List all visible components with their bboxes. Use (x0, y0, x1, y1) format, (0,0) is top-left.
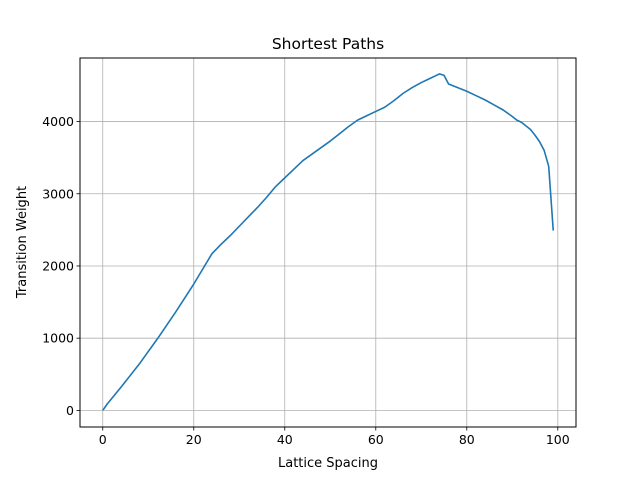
y-tick-label: 3000 (42, 186, 74, 201)
x-tick-label: 80 (459, 432, 475, 447)
chart-title: Shortest Paths (272, 35, 384, 53)
x-axis-ticks: 0 20 40 60 80 100 (99, 427, 570, 447)
x-tick-label: 60 (368, 432, 384, 447)
x-tick-label: 0 (99, 432, 107, 447)
y-tick-label: 2000 (42, 258, 74, 273)
x-tick-label: 100 (546, 432, 570, 447)
x-tick-label: 40 (277, 432, 293, 447)
grid-lines (80, 58, 576, 427)
x-axis-label: Lattice Spacing (278, 456, 378, 471)
y-tick-label: 4000 (42, 114, 74, 129)
y-axis-label: Transition Weight (15, 186, 30, 299)
axes-frame (79, 57, 577, 428)
y-tick-label: 1000 (42, 331, 74, 346)
series-layer (102, 73, 555, 411)
y-axis-ticks: 0 1000 2000 3000 4000 (42, 114, 80, 418)
x-tick-label: 20 (186, 432, 202, 447)
y-tick-label: 0 (66, 403, 74, 418)
series-line (102, 73, 555, 411)
